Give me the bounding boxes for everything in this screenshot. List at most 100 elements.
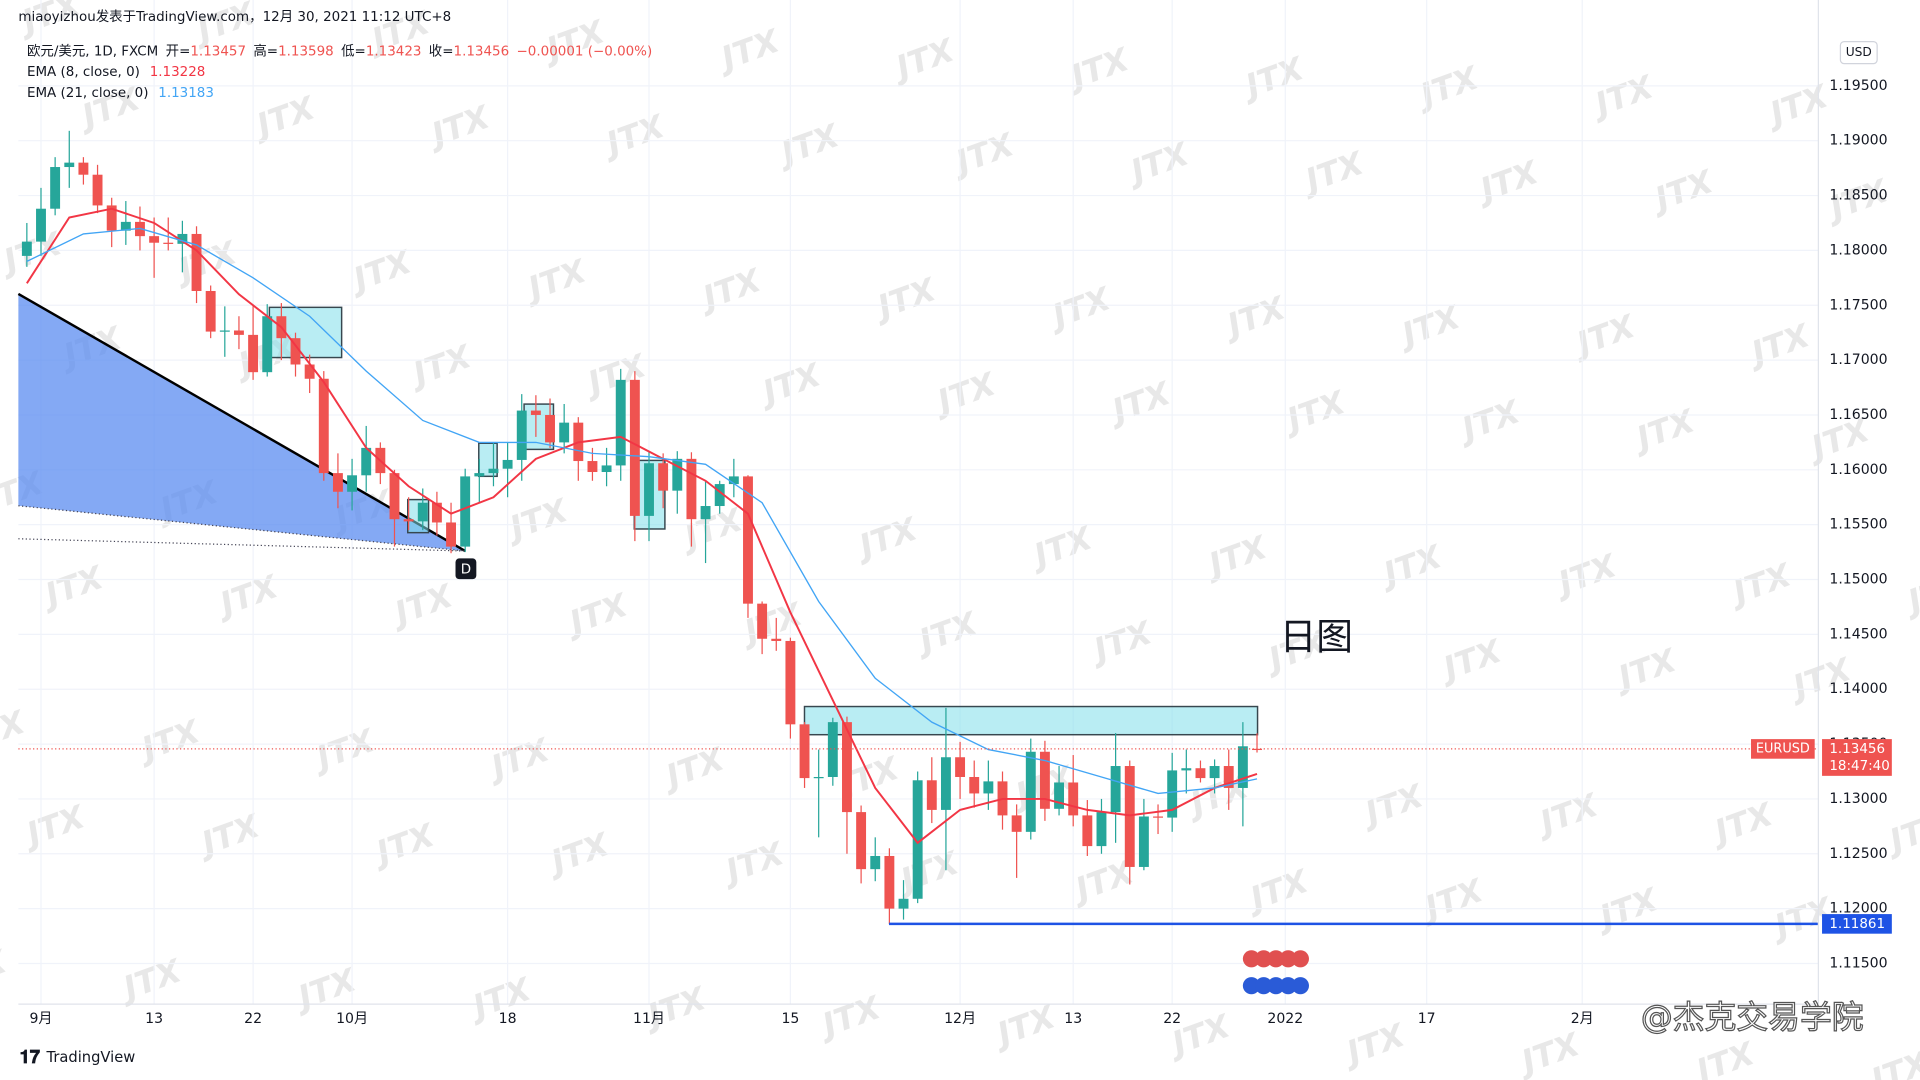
candle-body (318, 378, 329, 474)
candle-body (785, 640, 796, 725)
watermark: JTX (1240, 861, 1315, 919)
candle-body (912, 780, 923, 899)
candle-body (106, 205, 117, 231)
candle-body (1110, 766, 1121, 813)
candle-body (1167, 770, 1178, 818)
candle-body (1153, 816, 1163, 818)
watermark: JTX (1704, 795, 1779, 853)
price-tag (1822, 739, 1892, 776)
dotted-line (18, 538, 466, 552)
support-tag (1822, 914, 1892, 934)
price-tags: EURUSD 1.13456 18:47:40 1.11861 (1751, 739, 1892, 934)
candle-body (78, 162, 89, 175)
x-tick-label: 15 (781, 1011, 799, 1027)
y-tick-label: 1.18000 (1829, 242, 1887, 258)
watermark: JTX (1451, 392, 1526, 450)
candle-body (587, 461, 598, 473)
watermark: JTX (656, 739, 731, 797)
currency: USD (1846, 45, 1872, 59)
candle-body (842, 722, 852, 813)
legend-ema-value: 1.13183 (158, 86, 214, 101)
y-tick-label: 1.16500 (1829, 407, 1887, 423)
watermark: JTX (945, 125, 1020, 183)
legend-ema-name: EMA (21, close, 0) (27, 86, 149, 101)
candle-body (714, 484, 725, 507)
candle-body (1195, 768, 1206, 779)
watermark: JTX (366, 815, 441, 873)
icon (1255, 950, 1273, 968)
watermark: JTX (1083, 613, 1158, 671)
candle-body (884, 855, 895, 909)
legend-ema-value: 1.13228 (150, 65, 206, 80)
candle-body (955, 757, 966, 777)
candle-body (1082, 815, 1093, 847)
candle-body (36, 208, 46, 242)
watermark: JTX (288, 960, 363, 1018)
x-tick-label: 2022 (1267, 1011, 1303, 1027)
candle-body (219, 330, 230, 332)
watermark: JTX (1336, 1015, 1411, 1073)
candle-body (446, 522, 456, 547)
candle-body (191, 233, 202, 291)
legend-label: 开= (166, 44, 191, 59)
signature: @杰克交易学院 (1641, 998, 1864, 1036)
y-tick-label: 1.15000 (1829, 572, 1887, 588)
legend-value: 1.13457 (190, 44, 246, 59)
watermark: JTX (830, 748, 905, 806)
x-tick-label: 22 (244, 1011, 262, 1027)
y-tick-label: 1.11500 (1829, 955, 1887, 971)
brand: TradingView (46, 1049, 136, 1066)
legend-ema-name: EMA (8, close, 0) (27, 65, 140, 80)
watermark: JTX (1470, 153, 1545, 211)
candle-body (644, 463, 654, 516)
watermark: JTX (1566, 307, 1641, 365)
watermark: JTX (1060, 40, 1135, 98)
legend-label: 低= (341, 43, 366, 59)
candle-body (813, 776, 824, 779)
watermark: JTX (421, 97, 496, 155)
legend-change: −0.00001 (−0.00%) (517, 44, 653, 59)
y-tick-label: 1.16000 (1829, 462, 1887, 478)
watermark: JTX (711, 21, 786, 79)
marker-label: D (461, 562, 471, 577)
candle-body (149, 236, 160, 243)
candle-body (163, 242, 174, 244)
candle-body (1054, 782, 1065, 809)
x-tick-label: 12月 (944, 1011, 976, 1027)
y-tick-label: 1.13000 (1829, 791, 1887, 807)
icon (1242, 977, 1260, 995)
candle-body (545, 414, 555, 443)
candle-body (1209, 766, 1220, 779)
watermark: JTX (1295, 143, 1370, 201)
candle-body (771, 638, 782, 641)
watermark: JTX (1608, 640, 1683, 698)
watermark: JTX (1686, 1034, 1761, 1080)
watermark: JTX (1042, 279, 1117, 337)
symbol-tag-label: EURUSD (1756, 741, 1810, 756)
tv-logo-mark: 𝟏𝟕 (20, 1047, 40, 1068)
icon (1255, 977, 1273, 995)
candle-body (757, 603, 768, 639)
attribution: miaoyizhou发表于TradingView.com，12月 30, 202… (18, 9, 451, 25)
watermark: JTX (306, 721, 381, 779)
y-tick-label: 1.18500 (1829, 188, 1887, 204)
candle-body (1039, 751, 1050, 809)
watermark: JTX (692, 261, 767, 319)
candle-body (177, 233, 188, 244)
y-tick-label: 1.17000 (1829, 352, 1887, 368)
watermark: JTX (752, 355, 827, 413)
watermark: JTX (1391, 297, 1466, 355)
currency-box[interactable] (1839, 41, 1878, 65)
candle-body (1011, 815, 1022, 832)
candle-body (1223, 766, 1234, 788)
watermark: JTX (1548, 546, 1623, 604)
x-tick-label: 11月 (633, 1011, 665, 1027)
watermark: JTX (1759, 76, 1834, 134)
x-tick-label: 13 (1064, 1011, 1082, 1027)
x-tick-label: 13 (145, 1011, 163, 1027)
candle-body (743, 476, 753, 604)
watermark: JTX (909, 604, 984, 662)
price-tag-label: 1.13456 (1829, 742, 1885, 757)
marker-box (455, 558, 477, 580)
watermark: JTX (1782, 650, 1857, 708)
